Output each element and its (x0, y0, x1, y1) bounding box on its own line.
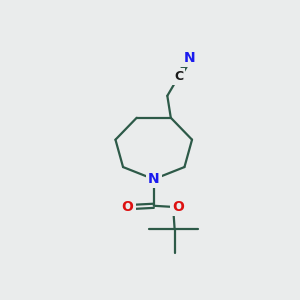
Text: C: C (174, 70, 183, 83)
Text: O: O (122, 200, 134, 214)
Text: N: N (148, 172, 160, 186)
Text: N: N (184, 51, 195, 65)
Text: O: O (172, 200, 184, 214)
